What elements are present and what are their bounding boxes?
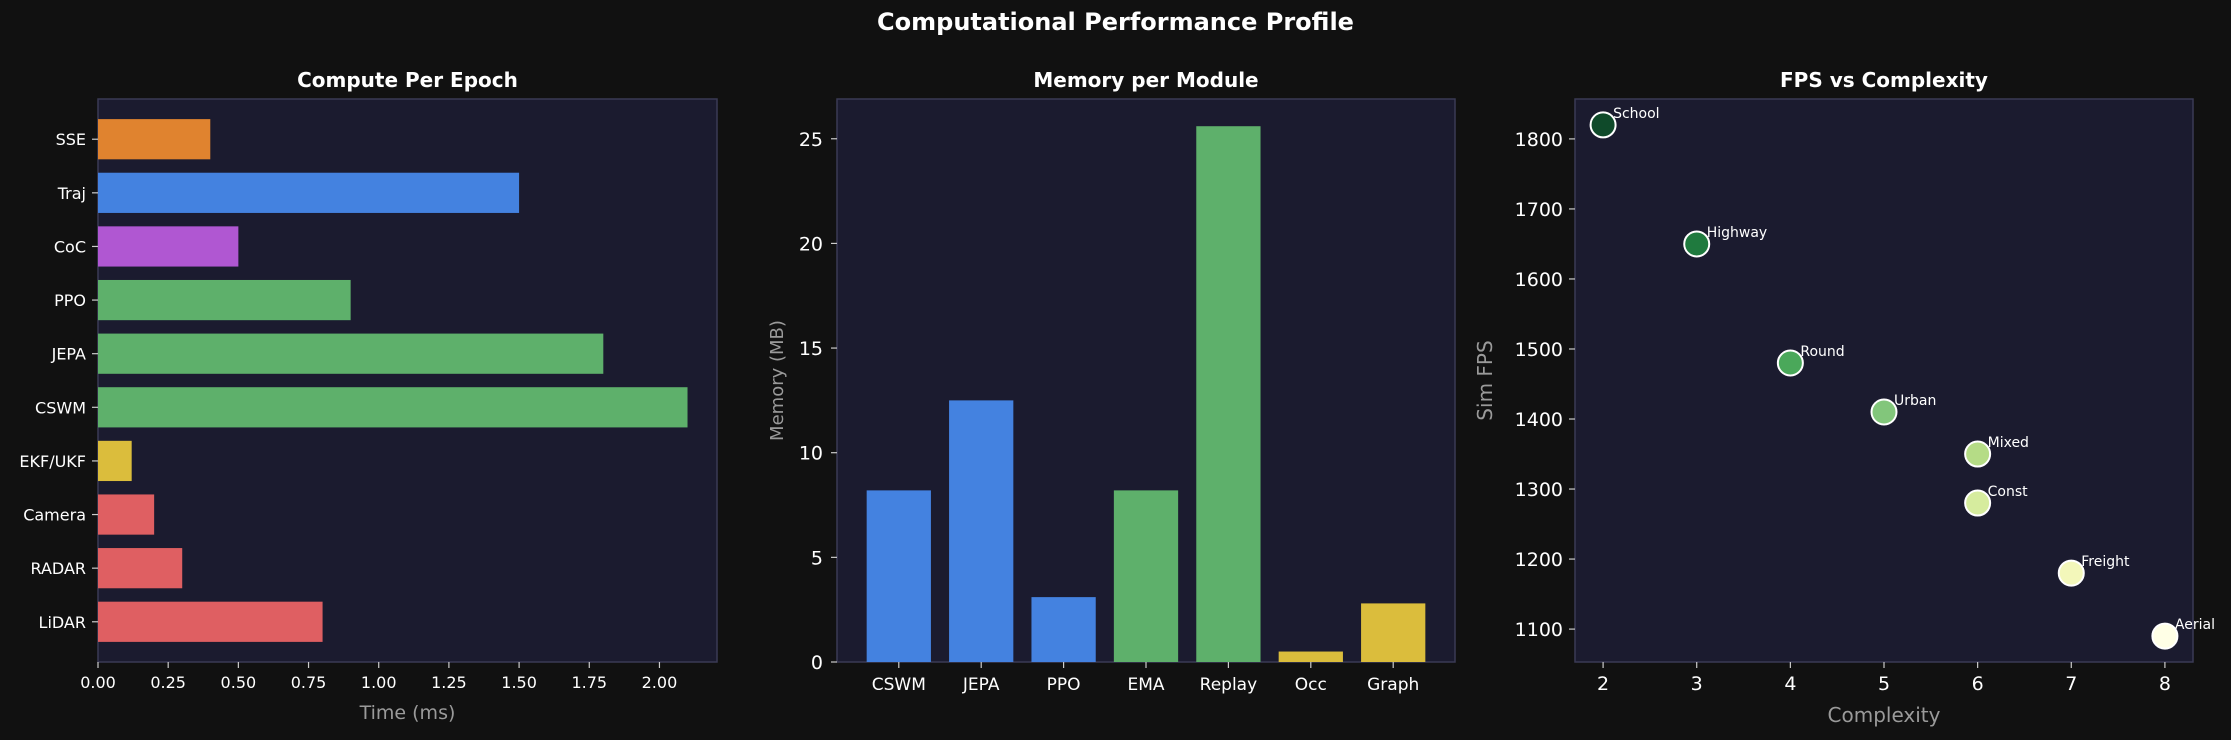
chart-memory-per-module: CSWM JEPA PPO EMA Replay Occ Graph 0 5 10 15 20 25 Me…: [767, 68, 1456, 695]
y-tick-label: SSE: [56, 130, 86, 149]
point-label: School: [1613, 106, 1659, 122]
chart-title: FPS vs Complexity: [1780, 68, 1988, 92]
x-tick-label: CSWM: [872, 675, 926, 695]
y-tick-label: 1700: [1515, 199, 1563, 221]
point-round: [1776, 349, 1804, 377]
bar-jepa: [98, 333, 604, 374]
bar-sse: [98, 119, 211, 160]
point-label: Urban: [1894, 393, 1936, 409]
x-tick-label: 1.50: [501, 673, 537, 692]
x-tick-label: EMA: [1127, 675, 1164, 695]
x-tick-label: 6: [1972, 673, 1984, 695]
bar-graph: [1361, 603, 1426, 662]
y-tick-label: 20: [799, 233, 823, 255]
point-mixed: [1964, 440, 1992, 468]
bar-cswm: [98, 387, 688, 428]
point-highway: [1683, 230, 1711, 258]
x-tick-label: 1.00: [361, 673, 397, 692]
chart-title: Memory per Module: [1033, 68, 1258, 92]
point-freight: [2057, 559, 2085, 587]
bar-camera: [98, 494, 155, 535]
y-tick-label: Camera: [23, 506, 86, 525]
y-tick-label: 1500: [1515, 339, 1563, 361]
y-tick-label: Traj: [57, 184, 86, 203]
y-tick-label: EKF/UKF: [19, 452, 86, 471]
point-urban: [1870, 398, 1898, 426]
x-tick-label: JEPA: [962, 675, 1000, 695]
y-tick-label: JEPA: [51, 345, 86, 364]
bar-ekf-ukf: [98, 440, 132, 482]
y-tick-label: RADAR: [30, 559, 86, 578]
y-tick-label: 0: [811, 652, 823, 674]
bar-ema: [1113, 490, 1179, 662]
x-tick-label: 0.50: [221, 673, 257, 692]
x-tick-label: 8: [2159, 673, 2171, 695]
x-tick-label: 7: [2065, 673, 2077, 695]
x-tick-label: 3: [1691, 673, 1703, 695]
x-tick-label: PPO: [1047, 675, 1081, 695]
x-axis-label: Complexity: [1828, 703, 1941, 727]
point-label: Const: [1988, 484, 2029, 500]
y-tick-label: 10: [799, 443, 823, 465]
y-tick-label: 1200: [1515, 549, 1563, 571]
bar-coc: [98, 226, 239, 267]
bar-cswm: [866, 490, 931, 662]
x-tick-label: 1.25: [431, 673, 467, 692]
bar-traj: [98, 172, 520, 213]
x-tick-label: Occ: [1295, 675, 1327, 695]
y-tick-label: 1100: [1515, 619, 1563, 641]
y-tick-label: 1800: [1515, 129, 1563, 151]
point-label: Round: [1800, 344, 1844, 360]
bar-replay: [1196, 126, 1261, 662]
y-axis-label: Memory (MB): [767, 320, 788, 441]
y-tick-label: 1600: [1515, 269, 1563, 291]
x-axis-label: Time (ms): [359, 702, 456, 724]
bar-radar: [98, 548, 183, 589]
x-tick-label: 0.75: [291, 673, 327, 692]
y-tick-label: 1400: [1515, 409, 1563, 431]
y-tick-label: 5: [811, 547, 823, 569]
point-label: Highway: [1707, 225, 1768, 241]
chart-title: Compute Per Epoch: [297, 68, 518, 92]
point-school: [1589, 111, 1617, 139]
y-tick-label: 15: [799, 338, 823, 360]
chart-compute-per-epoch: LiDAR RADAR Camera EKF/UKF CSWM JEPA PPO CoC Tra…: [19, 68, 718, 724]
x-tick-label: 0.00: [80, 673, 116, 692]
y-tick-label: 25: [799, 129, 823, 151]
chart-fps-vs-complexity: 2 3 4 5 6 7 8 1100 1200 1300 1400 1500 1600 1700 1800 S…: [1473, 68, 2215, 727]
bar-lidar: [98, 601, 323, 642]
x-tick-label: 2: [1597, 673, 1609, 695]
x-tick-label: 4: [1784, 673, 1796, 695]
point-aerial: [2151, 622, 2179, 650]
bar-ppo: [1031, 597, 1096, 662]
bar-jepa: [949, 400, 1014, 662]
y-tick-label: CoC: [54, 237, 86, 256]
x-tick-label: 0.25: [150, 673, 186, 692]
point-label: Freight: [2081, 554, 2130, 570]
x-tick-label: Replay: [1200, 675, 1258, 695]
x-tick-label: 5: [1878, 673, 1890, 695]
y-axis-label: Sim FPS: [1473, 340, 1497, 420]
y-tick-label: 1300: [1515, 479, 1563, 501]
point-label: Mixed: [1988, 435, 2029, 451]
x-tick-label: 1.75: [571, 673, 607, 692]
bar-occ: [1278, 651, 1343, 662]
y-tick-label: PPO: [54, 291, 86, 310]
plot-area: [1574, 98, 2194, 663]
figure-title: Computational Performance Profile: [877, 8, 1354, 36]
point-label: Aerial: [2175, 617, 2215, 633]
x-tick-label: Graph: [1367, 675, 1419, 695]
y-tick-label: LiDAR: [39, 613, 86, 632]
bar-ppo: [98, 279, 351, 321]
y-tick-label: CSWM: [35, 398, 86, 417]
x-tick-label: 2.00: [642, 673, 678, 692]
point-const: [1964, 489, 1992, 517]
